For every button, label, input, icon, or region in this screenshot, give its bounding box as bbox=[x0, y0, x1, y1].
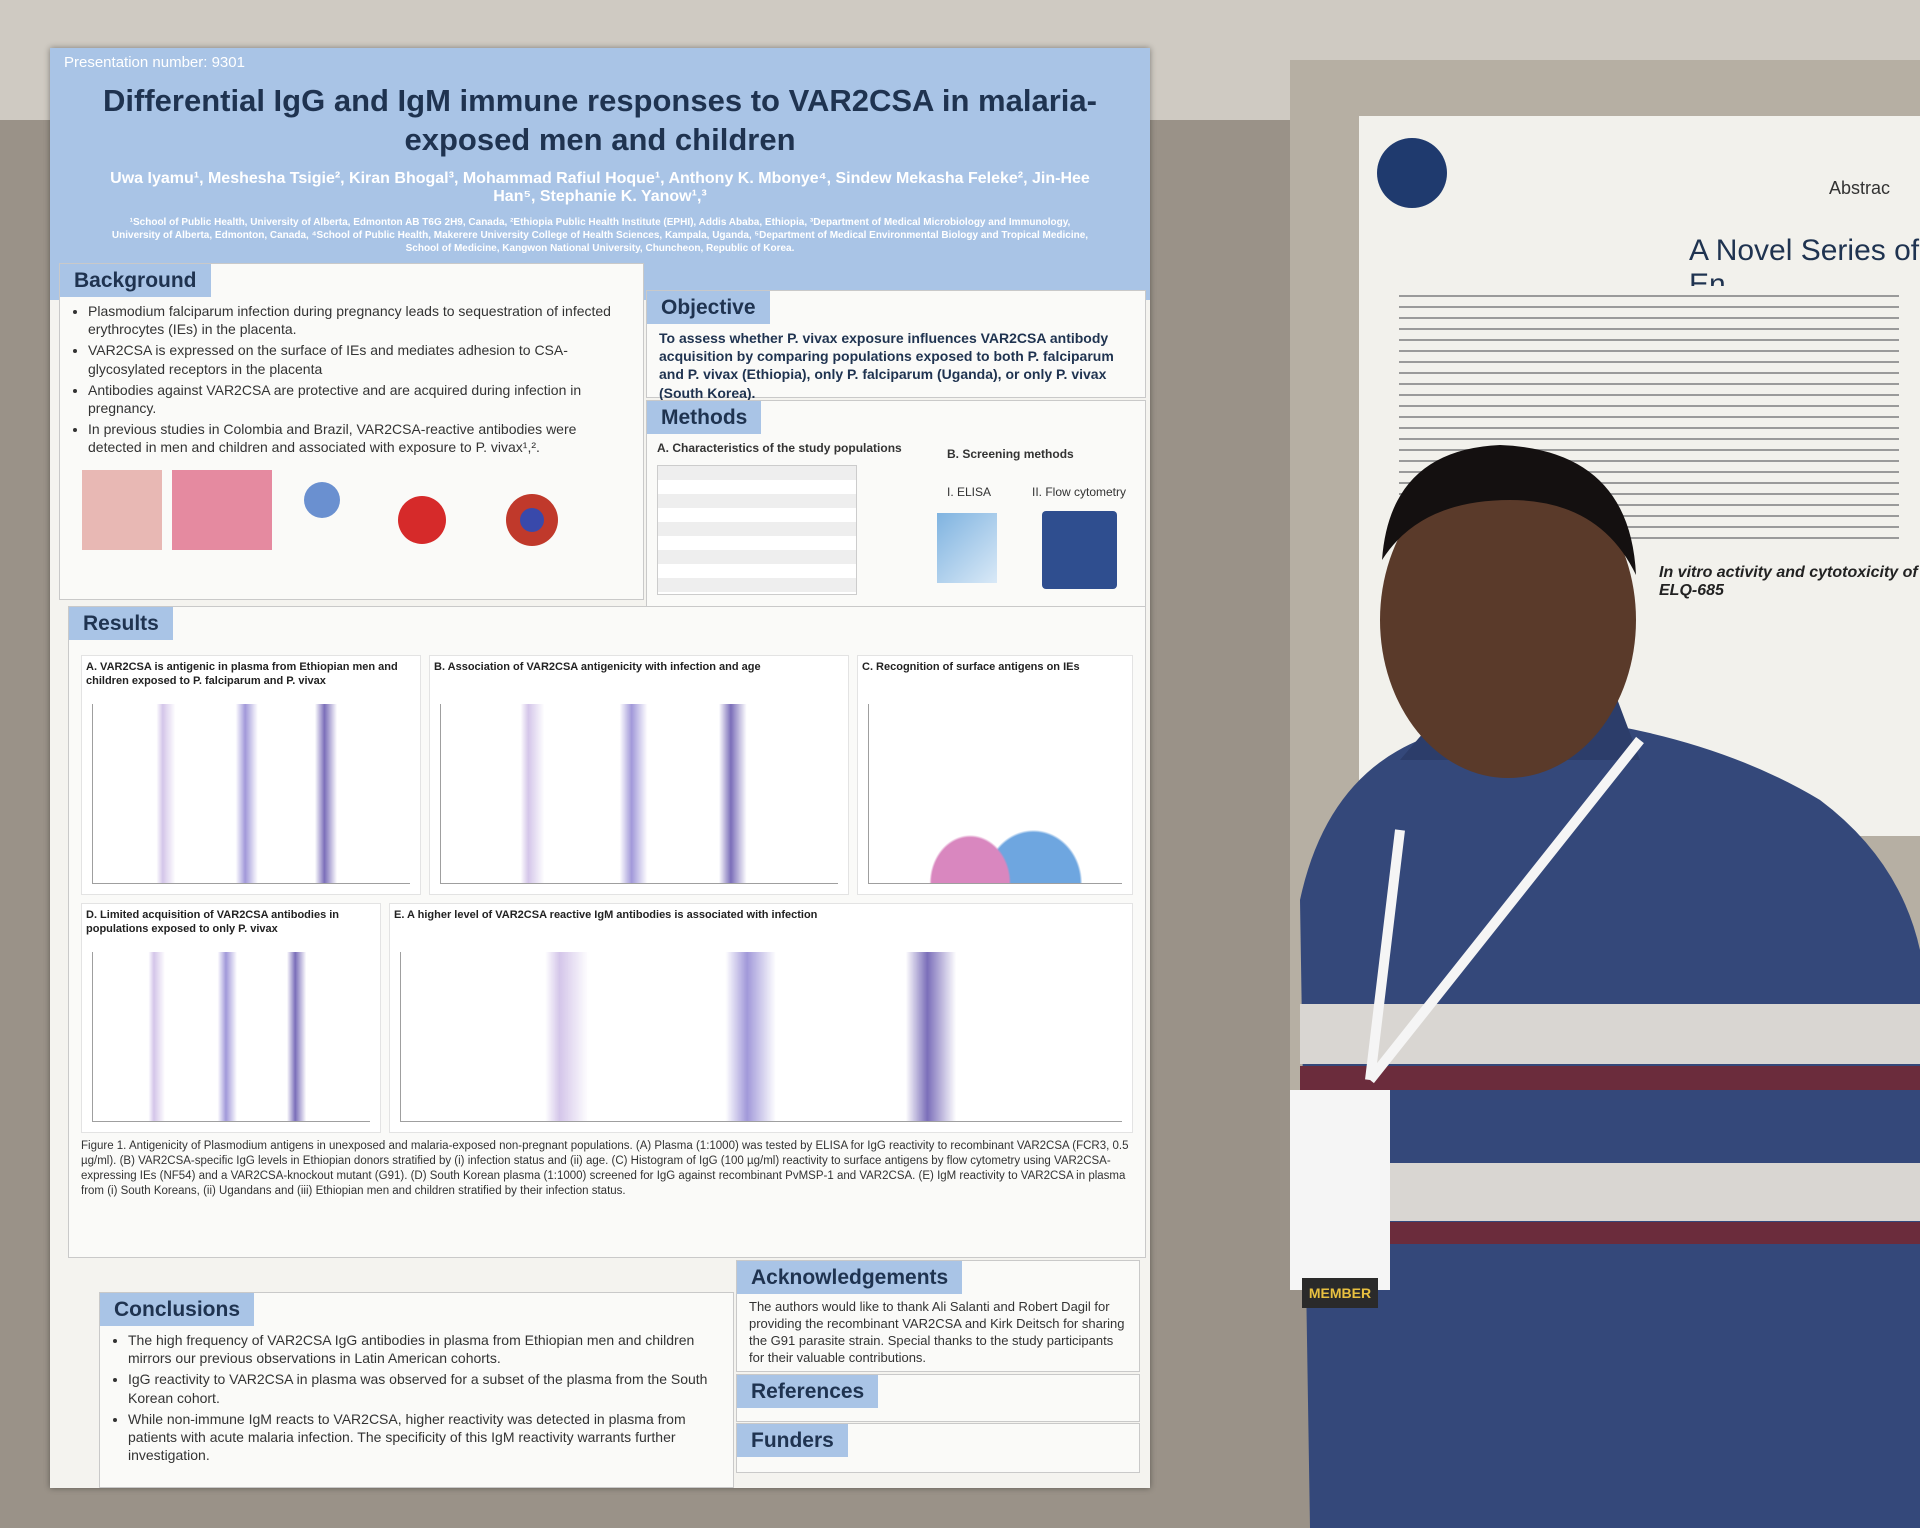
rbc-icon bbox=[398, 495, 446, 544]
results-panel: E. A higher level of VAR2CSA reactive Ig… bbox=[389, 903, 1133, 1133]
conclusions-box: Conclusions The high frequency of VAR2CS… bbox=[99, 1292, 734, 1488]
poster-title: Differential IgG and IgM immune response… bbox=[103, 83, 1097, 157]
bullet: IgG reactivity to VAR2CSA in plasma was … bbox=[128, 1370, 721, 1406]
methods-flow: II. Flow cytometry bbox=[1032, 485, 1127, 499]
results-panel: A. VAR2CSA is antigenic in plasma from E… bbox=[81, 655, 421, 895]
plot bbox=[440, 704, 838, 884]
acknowledgements-text: The authors would like to thank Ali Sala… bbox=[749, 1299, 1125, 1365]
badge-label: MEMBER bbox=[1309, 1285, 1371, 1301]
plot bbox=[92, 952, 370, 1122]
bullet: The high frequency of VAR2CSA IgG antibo… bbox=[128, 1331, 721, 1367]
results-box: Results A. VAR2CSA is antigenic in plasm… bbox=[68, 606, 1146, 1258]
panel-title: B. Association of VAR2CSA antigenicity w… bbox=[434, 661, 761, 673]
acknowledgements-box: Acknowledgements The authors would like … bbox=[736, 1260, 1140, 1372]
panel-title: E. A higher level of VAR2CSA reactive Ig… bbox=[394, 909, 818, 921]
presentation-number: Presentation number: 9301 bbox=[64, 54, 245, 71]
objective-text: To assess whether P. vivax exposure infl… bbox=[659, 330, 1114, 401]
panel-title: C. Recognition of surface antigens on IE… bbox=[862, 661, 1080, 673]
objective-box: Objective To assess whether P. vivax exp… bbox=[646, 290, 1146, 401]
section-heading: Conclusions bbox=[100, 1293, 255, 1327]
authors: Uwa Iyamu¹, Meshesha Tsigie², Kiran Bhog… bbox=[110, 170, 1090, 205]
methods-b: B. Screening methods bbox=[947, 447, 1074, 461]
methods-elisa: I. ELISA bbox=[947, 485, 992, 499]
background-box: Background Plasmodium falciparum infecti… bbox=[59, 263, 644, 600]
poster: Presentation number: 9301 Differential I… bbox=[50, 48, 1150, 1488]
methods-a: A. Characteristics of the study populati… bbox=[657, 441, 902, 455]
section-heading: Funders bbox=[737, 1424, 848, 1458]
lanyard bbox=[1365, 736, 1644, 1084]
table-placeholder bbox=[657, 465, 857, 595]
bullet: VAR2CSA is expressed on the surface of I… bbox=[88, 341, 631, 377]
results-panel: D. Limited acquisition of VAR2CSA antibo… bbox=[81, 903, 381, 1133]
panel-title: D. Limited acquisition of VAR2CSA antibo… bbox=[86, 909, 340, 936]
section-heading: Background bbox=[60, 264, 211, 298]
cytometer-icon bbox=[1042, 511, 1117, 589]
background-list: Plasmodium falciparum infection during p… bbox=[72, 302, 631, 457]
second-title: A Novel Series of En bbox=[1689, 234, 1920, 301]
plot bbox=[400, 952, 1122, 1122]
stripe bbox=[1300, 1066, 1920, 1090]
results-panel: B. Association of VAR2CSA antigenicity w… bbox=[429, 655, 849, 895]
logo bbox=[1377, 138, 1447, 208]
plot bbox=[92, 704, 410, 884]
illustration bbox=[82, 469, 558, 550]
plot bbox=[868, 704, 1122, 884]
section-heading: Objective bbox=[647, 291, 770, 325]
bullet: While non-immune IgM reacts to VAR2CSA, … bbox=[128, 1410, 721, 1465]
placenta-tissue bbox=[172, 469, 272, 550]
panel-title: A. VAR2CSA is antigenic in plasma from E… bbox=[86, 661, 398, 688]
section-heading: Acknowledgements bbox=[737, 1261, 963, 1295]
conclusions-list: The high frequency of VAR2CSA IgG antibo… bbox=[112, 1331, 721, 1464]
stripe bbox=[1305, 1222, 1920, 1244]
elisa-icon bbox=[937, 513, 997, 583]
bullet: Plasmodium falciparum infection during p… bbox=[88, 302, 631, 338]
bullet: In previous studies in Colombia and Braz… bbox=[88, 420, 631, 456]
section-heading: Methods bbox=[647, 401, 762, 435]
funders-box: Funders bbox=[736, 1423, 1140, 1473]
affiliations: ¹School of Public Health, University of … bbox=[111, 217, 1089, 254]
hair bbox=[1382, 445, 1636, 575]
cell-icon bbox=[304, 481, 340, 518]
references-box: References bbox=[736, 1374, 1140, 1422]
second-section: In vitro activity and cytotoxicity of EL… bbox=[1659, 564, 1918, 599]
placenta-icon bbox=[82, 469, 162, 550]
figure-caption: Figure 1. Antigenicity of Plasmodium ant… bbox=[81, 1140, 1129, 1197]
section-heading: References bbox=[737, 1375, 879, 1409]
sweater bbox=[1300, 720, 1920, 1528]
badge-strip bbox=[1302, 1278, 1378, 1308]
parasite-icon bbox=[520, 507, 544, 532]
badge bbox=[1290, 1090, 1390, 1290]
stripe bbox=[1305, 1163, 1920, 1221]
methods-box: Methods A. Characteristics of the study … bbox=[646, 400, 1146, 613]
abstract-label: Abstrac bbox=[1829, 178, 1891, 198]
bullet: Antibodies against VAR2CSA are protectiv… bbox=[88, 381, 631, 417]
face bbox=[1380, 462, 1636, 778]
section-heading: Results bbox=[69, 607, 173, 641]
results-panel: C. Recognition of surface antigens on IE… bbox=[857, 655, 1133, 895]
title-band bbox=[50, 48, 1150, 300]
